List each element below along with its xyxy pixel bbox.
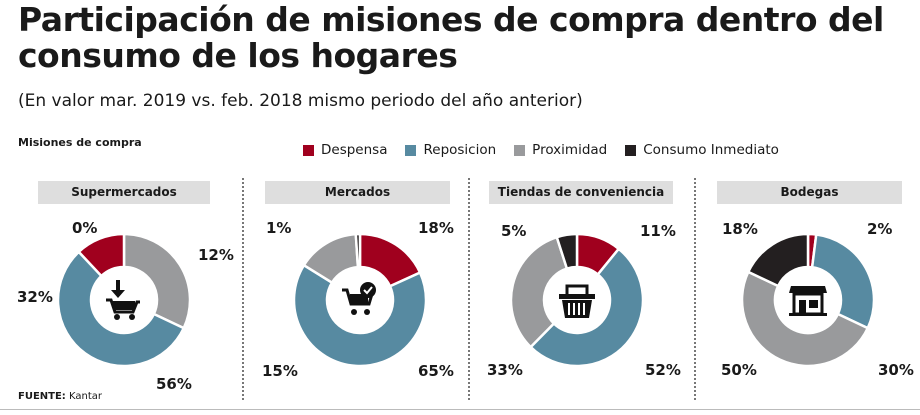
subtitle: (En valor mar. 2019 vs. feb. 2018 mismo … [18,91,583,111]
donut-slice-consumo-inmediato [354,232,362,269]
chart-title-bodegas: Bodegas [717,181,902,204]
data-label: 56% [156,375,192,393]
page-title: Participación de misiones de compra dent… [18,0,884,75]
donut-slice-proximidad [122,232,192,330]
divider [242,178,244,400]
data-label: 30% [878,361,914,379]
legend-item-despensa: Despensa [303,142,387,158]
data-label: 65% [418,362,454,380]
data-label: 18% [722,220,758,238]
data-label: 2% [867,220,893,238]
legend: Despensa Reposicion Proximidad Consumo I… [303,142,779,158]
legend-swatch [405,144,417,156]
legend-swatch [514,144,526,156]
donut-slice-reposicion [56,250,186,368]
legend-swatch [303,144,314,156]
data-label: 0% [72,219,98,237]
data-label: 32% [17,288,53,306]
data-label: 52% [645,361,681,379]
cart-check-icon [342,282,376,315]
basket-icon [559,284,595,318]
legend-label: Consumo Inmediato [643,142,779,158]
legend-item-reposicion: Reposicion [405,142,496,158]
legend-swatch [625,144,637,156]
source-label: FUENTE: [18,391,66,402]
data-label: 11% [640,222,676,240]
legend-label: Reposicion [423,142,497,158]
data-label: 18% [418,219,454,237]
chart-title-supermercados: Supermercados [38,181,210,204]
data-label: 5% [501,222,527,240]
donut-slice-despensa [77,232,126,278]
data-label: 1% [266,219,292,237]
donut-slice-reposicion [528,247,645,368]
legend-item-consumo-inmediato: Consumo Inmediato [625,142,779,158]
divider [694,178,696,400]
legend-item-proximidad: Proximidad [514,142,607,158]
source: FUENTE: Kantar [18,391,102,402]
donut-slice-proximidad [509,235,569,349]
data-label: 15% [262,362,298,380]
section-label: Misiones de compra [18,136,142,149]
chart-title-tiendas: Tiendas de conveniencia [489,181,673,204]
donut-slice-reposicion [810,233,876,330]
donut-slice-consumo-inmediato [555,232,579,271]
legend-label: Despensa [321,142,388,158]
bottom-rule [0,409,920,410]
storefront-icon [789,286,827,316]
data-label: 33% [487,361,523,379]
data-label: 50% [721,361,757,379]
legend-label: Proximidad [532,142,608,158]
divider [468,178,470,400]
chart-title-mercados: Mercados [265,181,450,204]
data-label: 12% [198,246,234,264]
donut-slice-proximidad [740,270,870,368]
cart-download-icon [106,280,140,320]
source-value: Kantar [69,391,103,402]
donut-slice-reposicion [292,263,428,368]
donut-slice-consumo-inmediato [746,232,810,288]
